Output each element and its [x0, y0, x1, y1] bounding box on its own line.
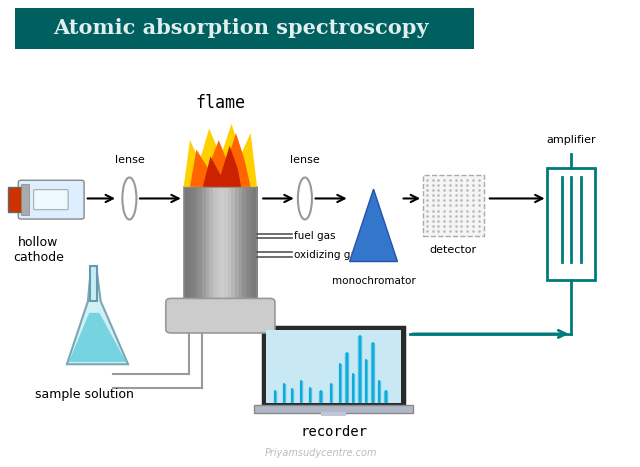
Text: lense: lense: [290, 155, 320, 165]
Bar: [250, 187, 254, 299]
Text: recorder: recorder: [300, 425, 367, 439]
Bar: [217, 187, 221, 299]
Bar: [254, 405, 413, 413]
Bar: [228, 187, 232, 299]
Polygon shape: [203, 146, 241, 187]
Bar: [202, 187, 206, 299]
Bar: [184, 187, 257, 299]
Text: monochromator: monochromator: [332, 276, 415, 285]
Bar: [239, 187, 243, 299]
Bar: [90, 266, 97, 301]
Bar: [198, 187, 203, 299]
Polygon shape: [349, 189, 397, 262]
Text: hollow
cathode: hollow cathode: [13, 236, 64, 264]
Bar: [266, 330, 401, 403]
Bar: [205, 187, 210, 299]
Bar: [21, 184, 29, 215]
Bar: [243, 187, 246, 299]
Bar: [209, 187, 214, 299]
Text: fuel gas: fuel gas: [294, 231, 335, 241]
FancyBboxPatch shape: [34, 190, 68, 210]
Polygon shape: [184, 124, 257, 187]
Bar: [232, 187, 236, 299]
Text: flame: flame: [195, 94, 245, 112]
Text: amplifier: amplifier: [547, 135, 596, 145]
Polygon shape: [68, 313, 126, 362]
Text: detector: detector: [429, 245, 477, 255]
Bar: [191, 187, 195, 299]
Polygon shape: [190, 133, 251, 187]
Bar: [8, 187, 24, 212]
FancyBboxPatch shape: [15, 8, 474, 49]
Text: sample solution: sample solution: [35, 388, 134, 401]
Bar: [220, 187, 225, 299]
Bar: [253, 187, 258, 299]
Text: oxidizing gas: oxidizing gas: [294, 249, 362, 260]
Text: Atomic absorption spectroscopy: Atomic absorption spectroscopy: [53, 19, 429, 38]
Text: nebulizer: nebulizer: [188, 309, 253, 322]
Text: lense: lense: [115, 155, 144, 165]
Bar: [423, 175, 484, 236]
Bar: [547, 168, 595, 280]
Text: Priyamsudycentre.com: Priyamsudycentre.com: [264, 448, 377, 458]
Bar: [224, 187, 228, 299]
FancyBboxPatch shape: [19, 180, 84, 219]
Bar: [195, 187, 199, 299]
Bar: [321, 412, 346, 416]
Bar: [246, 187, 250, 299]
Polygon shape: [67, 266, 128, 364]
Bar: [184, 187, 188, 299]
Bar: [213, 187, 218, 299]
Bar: [188, 187, 191, 299]
Bar: [235, 187, 239, 299]
Bar: [264, 327, 404, 406]
FancyBboxPatch shape: [166, 298, 275, 333]
